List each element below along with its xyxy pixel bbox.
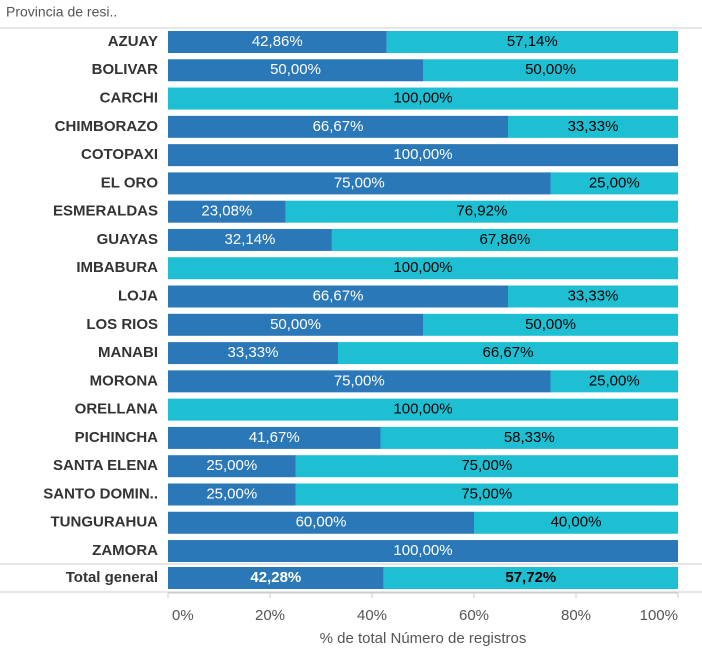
value-label: 41,67% — [249, 429, 300, 446]
bar-segment — [474, 511, 678, 534]
x-tick-label: 80% — [561, 607, 591, 624]
category-label: SANTA ELENA — [53, 457, 158, 474]
bar-segment — [168, 87, 678, 110]
category-label: GUAYAS — [97, 231, 158, 248]
category-label: CHIMBORAZO — [55, 118, 159, 135]
bar-segment — [550, 172, 678, 195]
category-label: Total general — [66, 569, 158, 586]
value-label: 33,33% — [228, 344, 279, 361]
bar-segment — [331, 228, 678, 251]
value-label: 67,86% — [480, 231, 531, 248]
value-label: 25,00% — [206, 457, 257, 474]
category-label: MORONA — [90, 372, 158, 389]
x-tick-label: 0% — [172, 607, 194, 624]
bar-segment — [168, 228, 332, 251]
bar-segment — [168, 540, 678, 563]
bar-segment — [168, 370, 551, 393]
bar-segment — [168, 426, 381, 449]
category-label: TUNGURAHUA — [51, 514, 159, 531]
value-label: 25,00% — [206, 485, 257, 502]
category-label: PICHINCHA — [75, 429, 159, 446]
x-tick-label: 20% — [255, 607, 285, 624]
x-tick-label: 100% — [640, 607, 678, 624]
bar-segment — [168, 567, 384, 589]
category-label: SANTO DOMIN.. — [43, 485, 158, 502]
value-label: 75,00% — [334, 372, 385, 389]
value-label: 100,00% — [393, 90, 452, 107]
value-label: 40,00% — [551, 514, 602, 531]
value-label: 100,00% — [393, 542, 452, 559]
category-label: CARCHI — [100, 90, 158, 107]
bar-segment — [423, 313, 678, 336]
bar-segment — [168, 342, 338, 365]
bar-segment — [386, 31, 678, 53]
category-label: LOS RIOS — [86, 316, 158, 333]
category-label: IMBABURA — [76, 259, 158, 276]
bar-segment — [295, 483, 678, 506]
bar-segment — [168, 172, 551, 195]
value-label: 42,86% — [252, 33, 303, 50]
bar-segment — [168, 115, 509, 138]
bar-segment — [168, 398, 678, 421]
bar-segment — [168, 144, 678, 167]
value-label: 50,00% — [270, 316, 321, 333]
category-label: ORELLANA — [75, 401, 158, 418]
bar-segment — [380, 426, 678, 449]
value-label: 58,33% — [504, 429, 555, 446]
x-axis-title: % de total Número de registros — [320, 630, 527, 647]
bar-segment — [285, 200, 678, 223]
header: Provincia de resi.. — [6, 4, 117, 20]
value-label: 75,00% — [461, 457, 512, 474]
value-label: 32,14% — [225, 231, 276, 248]
value-label: 66,67% — [483, 344, 534, 361]
value-label: 75,00% — [334, 174, 385, 191]
value-label: 66,67% — [313, 118, 364, 135]
category-label: MANABI — [98, 344, 158, 361]
bar-segment — [508, 285, 678, 308]
bar-segment — [295, 455, 678, 478]
value-label: 25,00% — [589, 372, 640, 389]
value-label: 66,67% — [313, 287, 364, 304]
bar-segment — [168, 511, 474, 534]
category-label: ESMERALDAS — [53, 203, 158, 220]
value-label: 75,00% — [461, 485, 512, 502]
value-label: 50,00% — [525, 61, 576, 78]
x-tick-label: 60% — [459, 607, 489, 624]
bar-segment — [383, 567, 678, 589]
bar-segment — [168, 455, 296, 478]
value-label: 42,28% — [250, 569, 301, 586]
bar-segment — [168, 59, 423, 82]
x-tick-label: 40% — [357, 607, 387, 624]
bar-segment — [168, 313, 423, 336]
value-label: 33,33% — [568, 118, 619, 135]
value-label: 60,00% — [296, 514, 347, 531]
bar-segment — [168, 483, 296, 506]
value-label: 100,00% — [393, 146, 452, 163]
bar-segment — [168, 200, 286, 223]
category-label: LOJA — [118, 287, 158, 304]
bar-segment — [423, 59, 678, 82]
bar-segment — [168, 285, 509, 308]
value-label: 25,00% — [589, 174, 640, 191]
value-label: 23,08% — [201, 203, 252, 220]
category-label: COTOPAXI — [81, 146, 158, 163]
value-label: 33,33% — [568, 287, 619, 304]
value-label: 100,00% — [393, 259, 452, 276]
value-label: 76,92% — [456, 203, 507, 220]
value-label: 50,00% — [270, 61, 321, 78]
bar-segment — [168, 257, 678, 280]
bar-segment — [337, 342, 678, 365]
value-label: 100,00% — [393, 401, 452, 418]
category-label: ZAMORA — [92, 542, 158, 559]
bar-segment — [508, 115, 678, 138]
category-label: AZUAY — [108, 33, 158, 50]
category-label: BOLIVAR — [92, 61, 159, 78]
value-label: 57,72% — [505, 569, 556, 586]
value-label: 50,00% — [525, 316, 576, 333]
bar-segment — [168, 31, 387, 53]
value-label: 57,14% — [507, 33, 558, 50]
bar-segment — [550, 370, 678, 393]
category-label: EL ORO — [101, 174, 159, 191]
